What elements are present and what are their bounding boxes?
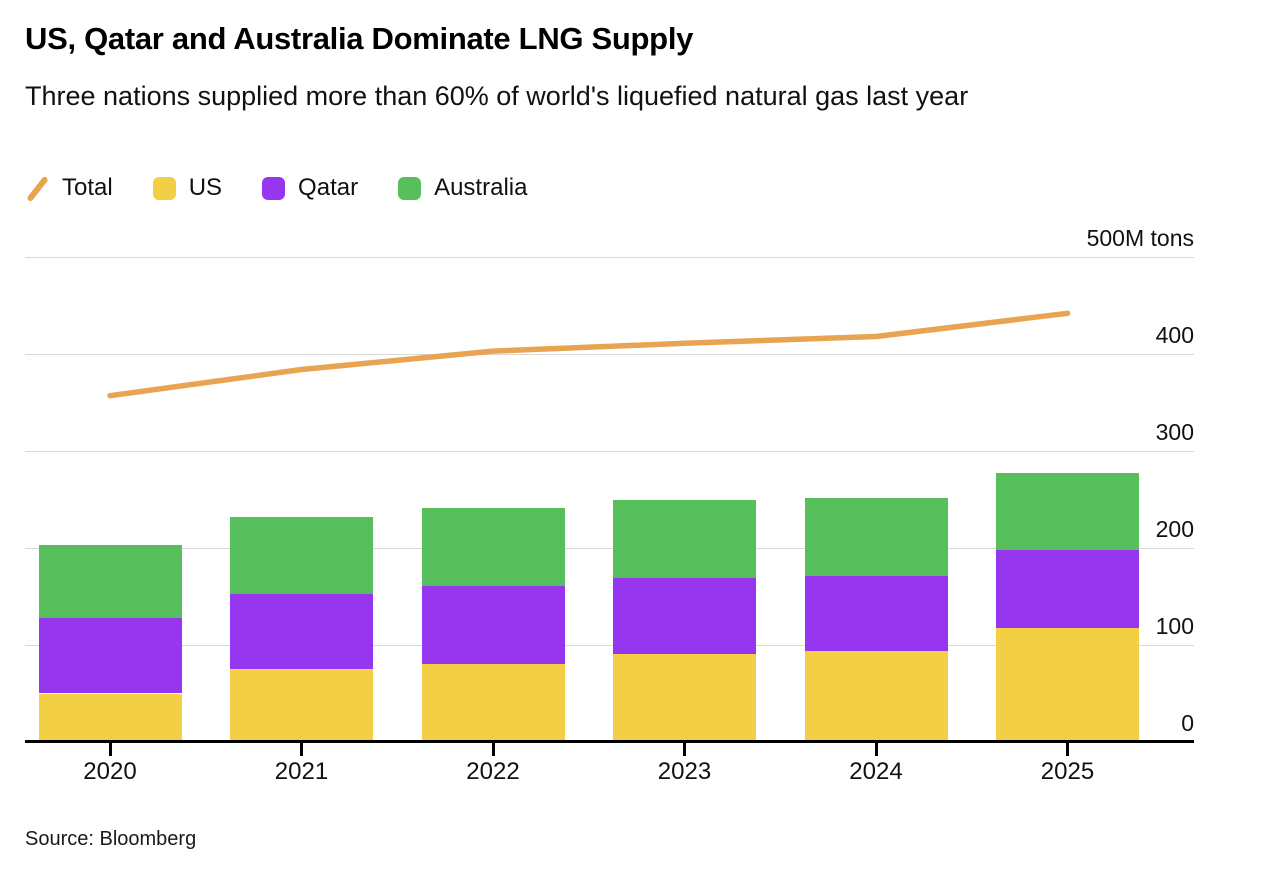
bar-2025-qatar xyxy=(996,549,1139,628)
x-axis-label-2023: 2023 xyxy=(657,758,712,785)
gridline-300 xyxy=(25,451,1194,452)
x-tick-2024 xyxy=(874,742,878,756)
x-tick-2022 xyxy=(491,742,495,756)
bar-2021-qatar xyxy=(230,593,373,670)
legend-label: Qatar xyxy=(298,174,359,201)
x-tick-2025 xyxy=(1066,742,1069,756)
legend-label: Total xyxy=(62,174,113,201)
gridline-100 xyxy=(25,645,1194,646)
x-axis-label-2020: 2020 xyxy=(83,758,137,785)
gridline-500 xyxy=(25,257,1194,258)
line-stroke xyxy=(26,175,49,202)
chart-legend: Total US Qatar Australia xyxy=(26,173,527,203)
x-axis-baseline xyxy=(25,740,1194,743)
x-axis-label-2025: 2025 xyxy=(1040,758,1095,785)
y-axis-label-0: 0 xyxy=(1181,710,1194,736)
x-tick-2020 xyxy=(108,742,112,756)
bar-2024-qatar xyxy=(804,576,948,651)
legend-item-australia: Australia xyxy=(398,174,527,202)
source-credit: Source: Bloomberg xyxy=(25,828,197,850)
y-axis-label-100: 100 xyxy=(1155,613,1194,639)
legend-item-qatar: Qatar xyxy=(262,174,358,202)
bar-2022-us xyxy=(421,664,565,742)
bar-2024-us xyxy=(804,650,948,742)
legend-item-us: US xyxy=(152,174,223,202)
y-axis-label-200: 200 xyxy=(1155,516,1194,542)
x-tick-2023 xyxy=(683,742,686,756)
qatar-swatch-icon xyxy=(262,176,286,200)
bar-2023-australia xyxy=(613,500,756,579)
bar-2020-us xyxy=(38,693,182,742)
chart-subtitle: Three nations supplied more than 60% of … xyxy=(25,81,969,111)
x-axis-label-2022: 2022 xyxy=(466,758,520,785)
gridline-200 xyxy=(25,548,1194,549)
bar-2023-qatar xyxy=(613,578,756,654)
bar-2022-qatar xyxy=(421,585,565,665)
bar-2021-us xyxy=(230,669,373,742)
legend-item-total: Total xyxy=(26,174,113,202)
y-axis-label-300: 300 xyxy=(1155,419,1194,445)
gridline-400 xyxy=(25,354,1194,355)
bar-2021-australia xyxy=(230,516,373,594)
bar-2022-australia xyxy=(421,508,565,586)
chart-title: US, Qatar and Australia Dominate LNG Sup… xyxy=(25,21,694,56)
bar-2025-australia xyxy=(996,473,1139,550)
bar-2025-us xyxy=(996,627,1139,742)
x-axis-label-2021: 2021 xyxy=(274,758,329,785)
x-tick-2021 xyxy=(300,742,303,756)
y-axis-label-500: 500M tons xyxy=(1086,225,1194,251)
australia-swatch-icon xyxy=(398,176,422,200)
bar-2020-australia xyxy=(38,545,182,618)
bar-2020-qatar xyxy=(38,617,182,694)
bar-2023-us xyxy=(613,653,756,742)
us-swatch-icon xyxy=(152,176,176,200)
total-line-icon xyxy=(26,175,49,202)
bar-2024-australia xyxy=(804,497,948,577)
legend-label: Australia xyxy=(434,174,528,201)
x-axis-label-2024: 2024 xyxy=(849,758,903,785)
y-axis-label-400: 400 xyxy=(1155,322,1194,348)
legend-label: US xyxy=(188,174,223,201)
